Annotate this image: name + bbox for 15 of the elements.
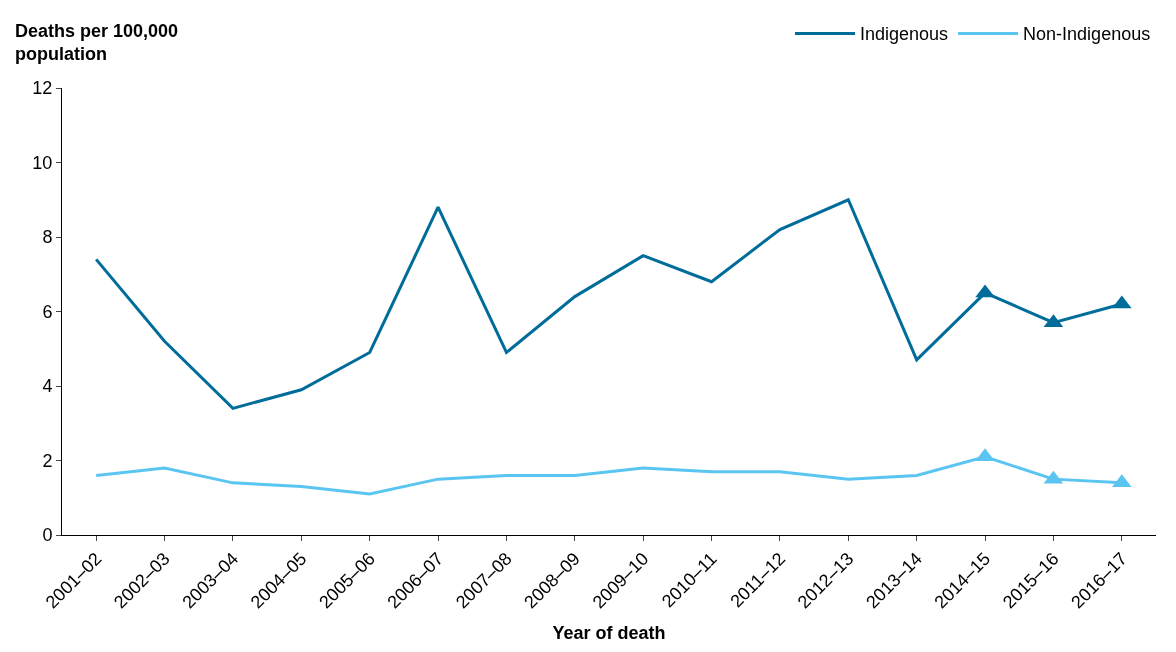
y-tick-label: 4: [42, 376, 53, 397]
y-tick-label: 8: [42, 227, 53, 248]
point: [1112, 474, 1132, 488]
y-tick-label: 12: [32, 78, 53, 99]
y-axis-title: Deaths per 100,000 population: [15, 21, 179, 65]
y-tick-label: 2: [42, 450, 53, 471]
legend-label: Non-Indigenous: [1023, 24, 1151, 45]
y-tick-label: 0: [42, 525, 53, 546]
point: [975, 448, 995, 462]
y-tick-label: 6: [42, 301, 53, 322]
y-tick-label: 10: [32, 152, 53, 173]
legend-label: Indigenous: [860, 24, 949, 45]
point: [975, 284, 995, 298]
point: [1112, 295, 1132, 309]
x-axis-title: Year of death: [552, 623, 666, 644]
